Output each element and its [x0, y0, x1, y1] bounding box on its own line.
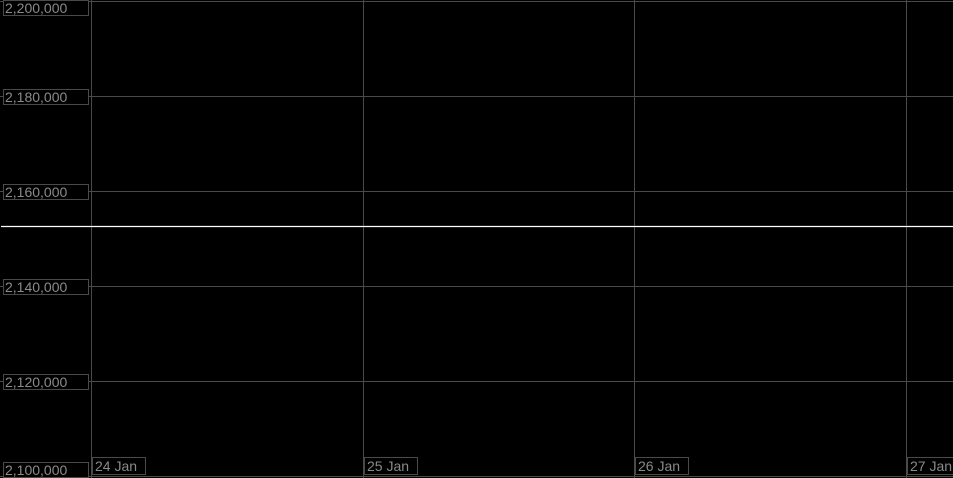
x-tick-label-box	[364, 457, 418, 475]
y-tick-label: 2,120,000	[5, 374, 67, 390]
y-tick-label: 2,200,000	[5, 0, 67, 16]
x-tick-label-box	[907, 457, 953, 475]
y-tick-label: 2,180,000	[5, 89, 67, 105]
y-tick-label-box	[3, 279, 89, 295]
y-tick-label-box	[3, 184, 89, 200]
y-tick-label: 2,160,000	[5, 184, 67, 200]
y-tick-label-box	[3, 0, 89, 16]
x-tick-label: 25 Jan	[367, 458, 409, 474]
y-tick-label: 2,140,000	[5, 279, 67, 295]
y-tick-label-box	[3, 374, 89, 390]
x-tick-label-box	[92, 457, 146, 475]
x-tick-label: 26 Jan	[638, 458, 680, 474]
x-tick-label: 27 Jan	[910, 458, 952, 474]
y-tick-label-box	[3, 89, 89, 105]
x-tick-label-box	[635, 457, 689, 475]
y-tick-label: 2,100,000	[5, 462, 67, 478]
x-tick-label: 24 Jan	[95, 458, 137, 474]
